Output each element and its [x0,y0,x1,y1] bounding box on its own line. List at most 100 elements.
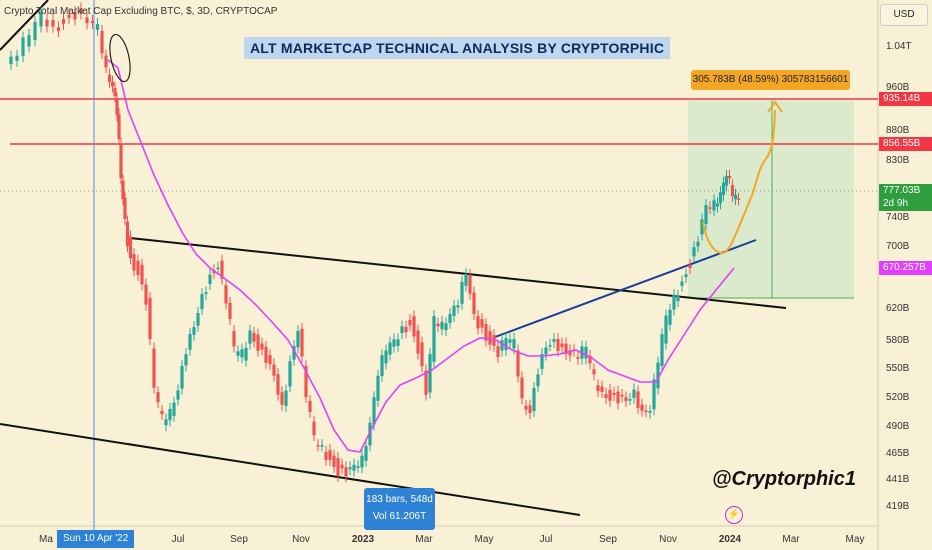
candle-body [680,281,684,286]
target-zone [688,100,854,298]
candle-body [444,323,448,331]
candle-body [644,410,648,412]
candle-body [552,339,556,342]
candle-body [688,265,692,268]
candle-body [220,260,224,279]
price-tag-moving-average: 670.257B [879,261,932,275]
candle-body [117,114,121,140]
candle-body [328,450,332,461]
y-tick-label: 490B [886,421,910,432]
candle-body [524,405,528,410]
candle-body [9,56,13,64]
y-tick-label: 520B [886,392,910,403]
range-tooltip: 183 bars, 548d Vol 61.206T [364,488,435,530]
candle-body [284,390,288,406]
candle-body [718,192,723,204]
candle-body [600,386,604,392]
candle-body [392,339,396,347]
candle-body [160,410,164,415]
candle-body [276,374,280,395]
measure-label: 305.783B (48.59%) 305783156601 [691,70,850,90]
candle-body [596,385,600,392]
candle-body [268,355,272,365]
candle-body [516,350,520,377]
candle-body [416,330,420,354]
candle-body [324,451,328,460]
candle-body [380,355,384,376]
candle-body [508,339,512,343]
candle-body [45,19,49,27]
candle-body [584,346,588,359]
candle-body [184,354,188,366]
candle-body [115,99,119,116]
candle-body [136,260,140,275]
candle-body [568,350,572,356]
candle-body [456,305,460,308]
candle-body [27,35,31,47]
candle-body [15,55,19,61]
ascending-trendline [494,239,757,338]
candle-body [288,361,292,387]
candle-body [123,197,127,220]
candle-body [176,390,180,400]
x-tick-label: Sep [599,534,617,545]
candle-body [672,294,676,310]
candle-body [588,355,592,364]
y-tick-label: 441B [886,474,910,485]
candle-body [56,27,61,31]
candle-body [51,20,55,27]
x-tick-label: May [475,534,494,545]
x-tick-label: Mar [415,534,433,545]
candle-body [188,334,192,350]
candle-body [95,24,100,30]
candle-body [340,464,344,469]
candle-body [352,464,356,471]
candle-body [300,328,304,357]
candle-body [733,194,738,200]
candle-body [440,321,444,330]
y-tick-label: 465B [886,448,910,459]
candle-body [368,422,372,446]
descending-trendline-lower [0,423,581,516]
candle-body [512,339,516,349]
candle-body [104,55,108,68]
candle-body [504,338,508,351]
candle-body [372,397,376,425]
candle-body [656,362,660,389]
range-volume: Vol 61.206T [372,511,427,522]
x-tick-label: Nov [659,534,677,545]
candle-body [564,343,568,355]
candle-body [364,445,368,461]
candle-body [85,17,89,24]
x-tick-label: Jul [172,534,185,545]
candle-body [73,12,77,20]
candle-body [432,316,436,362]
candle-body [144,284,148,305]
candle-body [520,377,524,399]
candle-body [676,295,680,302]
candle-body [652,379,656,410]
candle-body [388,342,392,355]
candle-body [140,264,144,285]
lightning-icon[interactable]: ⚡ [725,506,743,524]
candle-body [664,315,668,344]
candle-body [424,370,428,395]
candle-body [700,219,704,235]
highlight-ellipse [109,33,131,83]
candle-body [436,323,440,327]
candle-body [404,326,408,332]
candle-body [488,331,492,345]
range-bars: 183 bars, 548d [366,494,433,505]
candle-body [224,285,228,304]
candle-body [616,391,620,404]
candle-body [560,343,564,348]
candle-body [412,316,416,337]
candle-body [704,205,708,224]
candle-body [128,236,133,259]
candle-body [156,391,160,403]
currency-selector[interactable]: USD [880,4,928,26]
candle-body [107,74,112,82]
candle-body [244,347,248,361]
candle-body [592,369,596,375]
